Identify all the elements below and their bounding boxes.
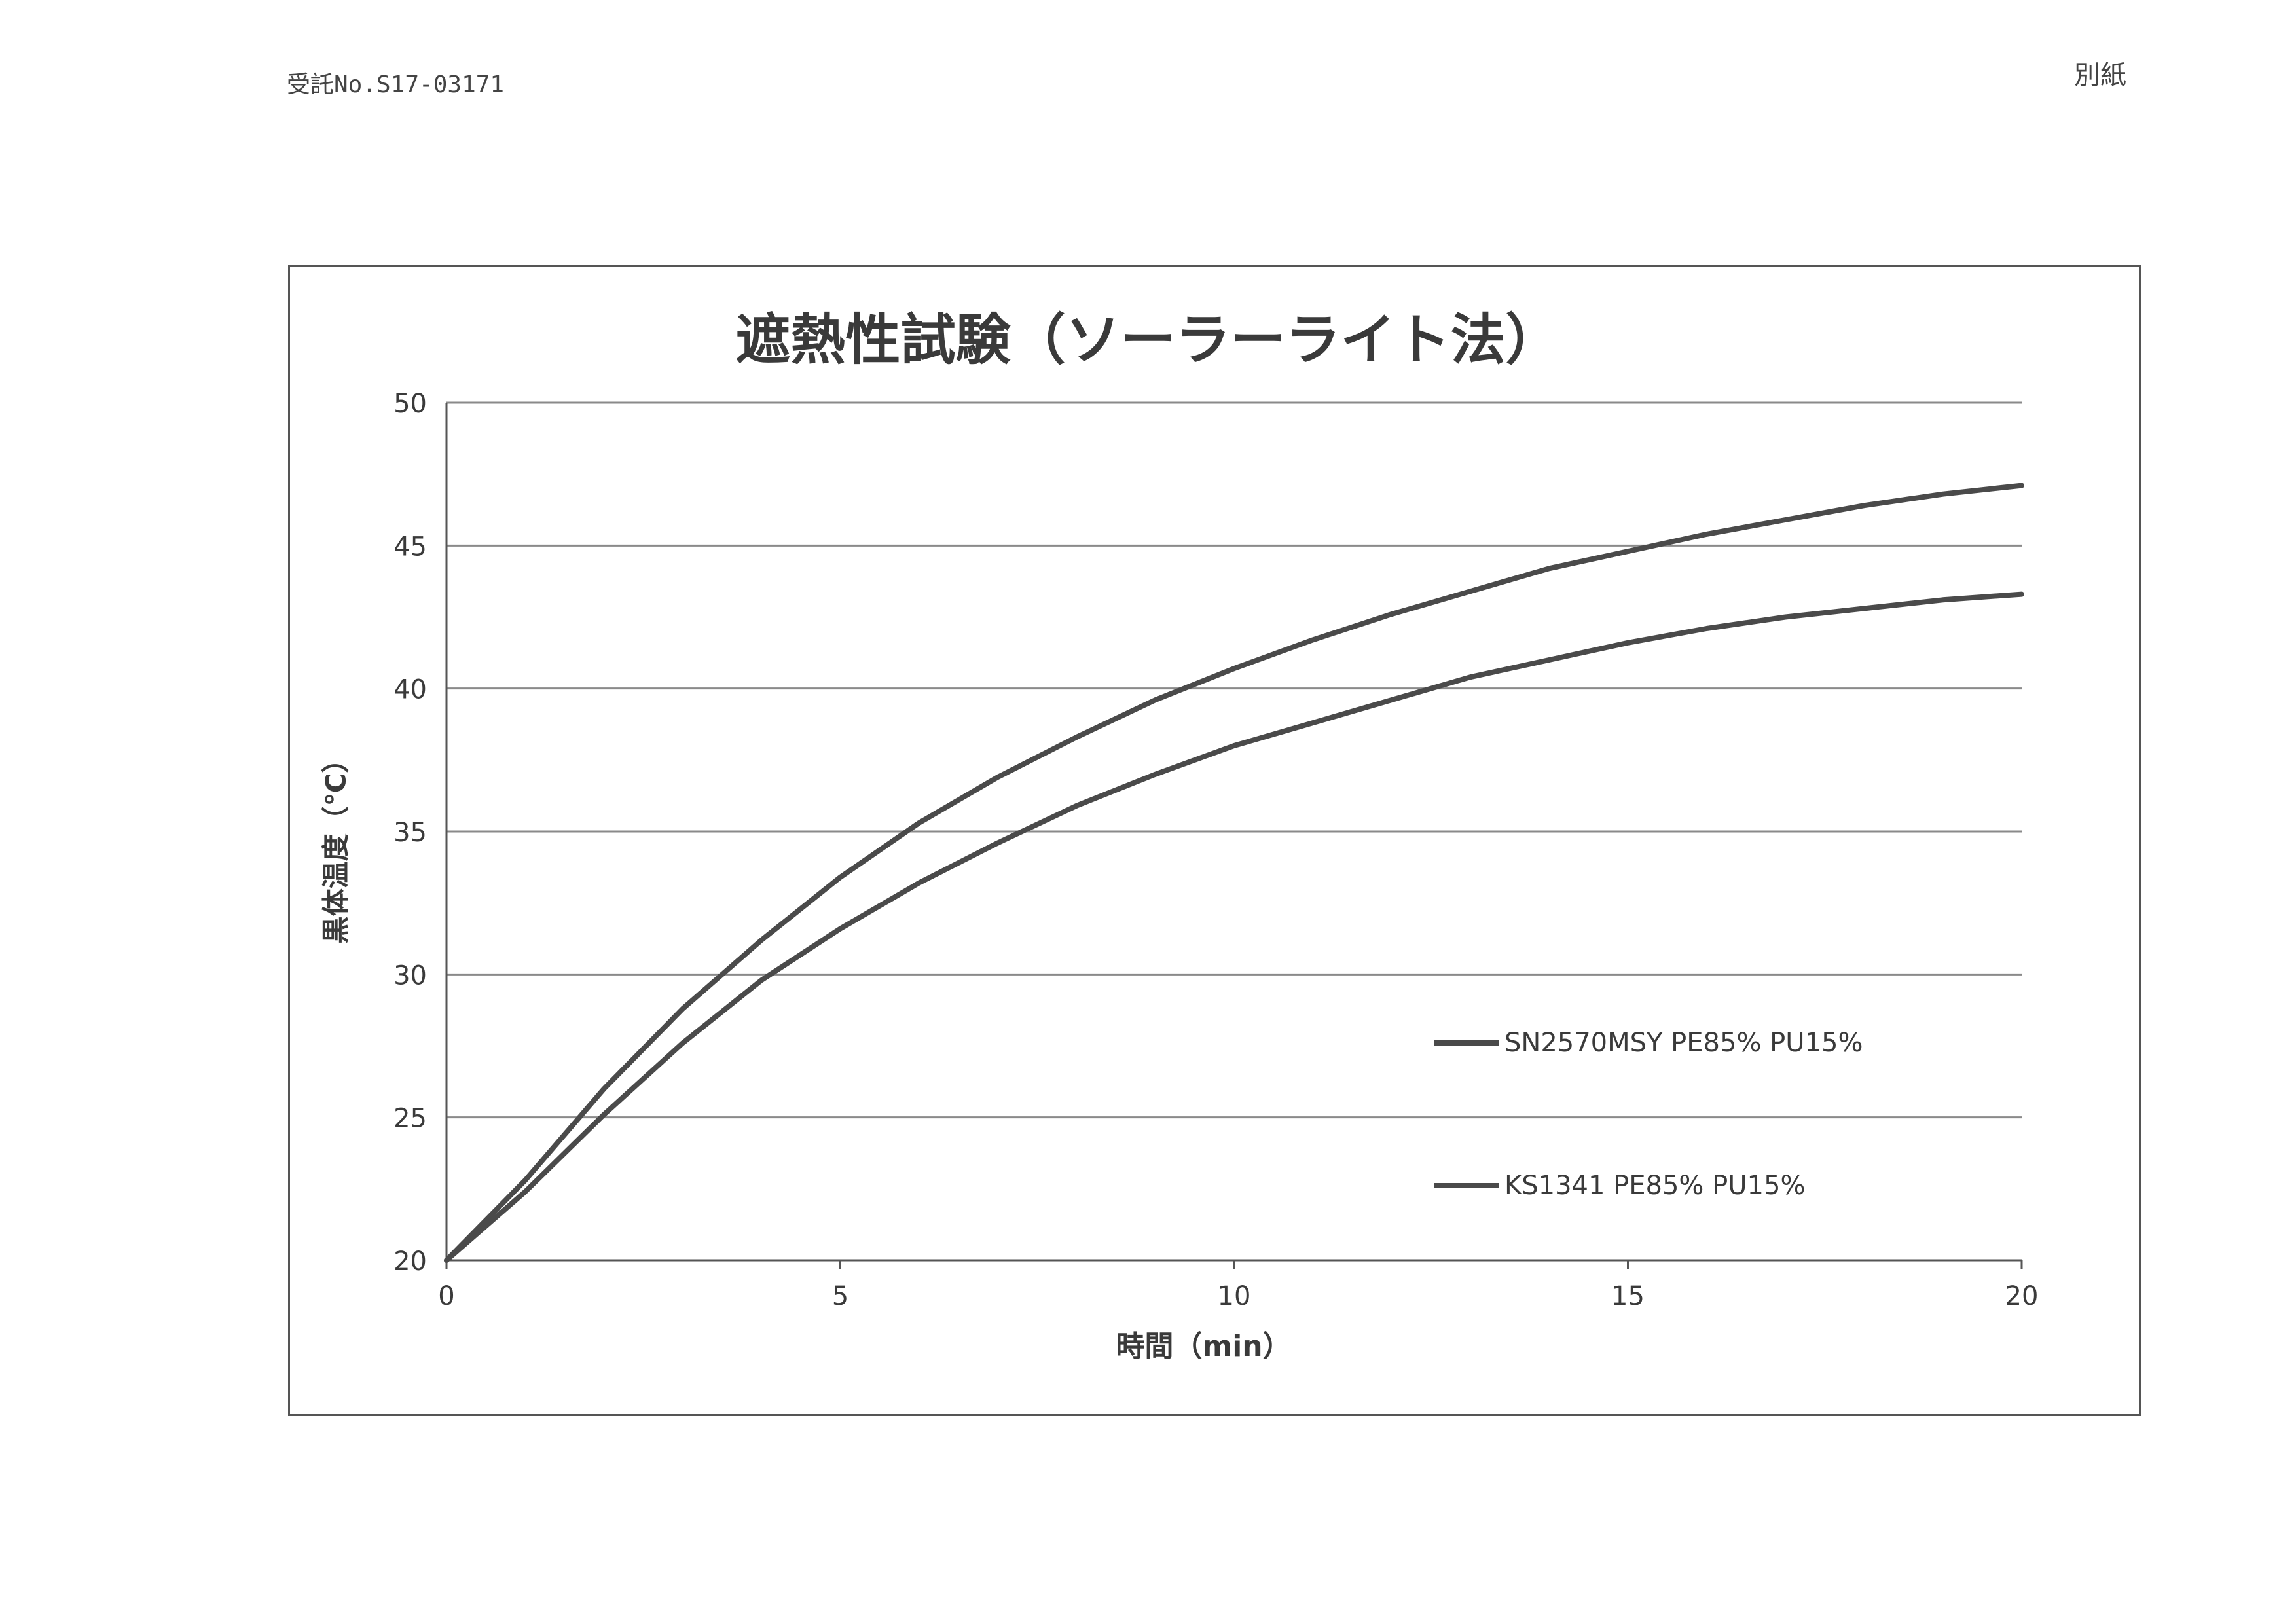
y-tick-label-50: 50 [393, 389, 427, 419]
legend-label-series-2: KS1341 PE85% PU15% [1504, 1171, 1806, 1201]
attachment-note: 別紙 [2074, 60, 2126, 90]
y-tick-label-30: 30 [393, 960, 427, 991]
x-tick-label-5: 5 [832, 1281, 848, 1311]
chart-frame [288, 265, 2141, 1416]
series-line-1 [444, 483, 2024, 1263]
y-tick-label-40: 40 [393, 675, 427, 705]
y-tick-label-35: 35 [393, 818, 427, 848]
legend-item-series-1: SN2570MSY PE85% PU15% [1434, 1028, 1863, 1058]
y-tick-label-20: 20 [393, 1247, 427, 1277]
y-tick-label-45: 45 [393, 532, 427, 562]
document-reference: 受託No.S17-03171 [287, 71, 505, 98]
x-axis-label: 時間（min） [1116, 1330, 1292, 1363]
legend-item-series-2: KS1341 PE85% PU15% [1434, 1171, 1805, 1201]
legend-swatch-series-1 [1434, 1040, 1499, 1046]
y-tick-label-25: 25 [393, 1104, 427, 1134]
legend-label-series-1: SN2570MSY PE85% PU15% [1504, 1028, 1863, 1058]
legend-swatch-series-2 [1434, 1183, 1499, 1188]
x-tick-label-20: 20 [2005, 1281, 2039, 1311]
series-line-2 [444, 591, 2024, 1263]
x-tick-label-0: 0 [438, 1281, 454, 1311]
chart-title: 遮熱性試験（ソーラーライト法） [735, 308, 1561, 372]
y-axis-label: 黒体温度（℃） [319, 745, 352, 944]
x-tick-label-15: 15 [1611, 1281, 1645, 1311]
x-tick-label-10: 10 [1218, 1281, 1251, 1311]
